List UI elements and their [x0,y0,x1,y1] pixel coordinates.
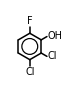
Text: F: F [27,16,33,26]
Text: OH: OH [47,31,62,41]
Text: Cl: Cl [25,67,35,77]
Text: Cl: Cl [47,51,57,61]
